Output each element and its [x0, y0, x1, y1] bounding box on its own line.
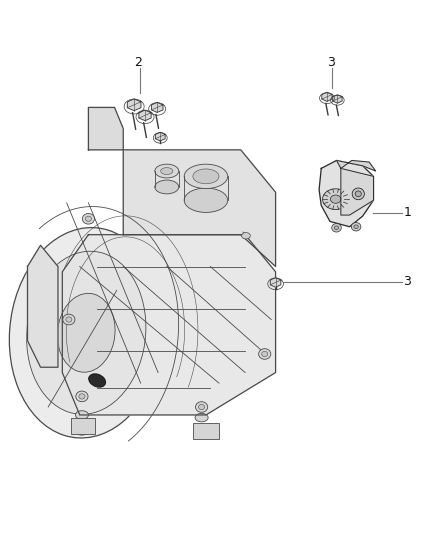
Bar	[71, 418, 95, 433]
Text: 1: 1	[403, 206, 411, 219]
Ellipse shape	[155, 180, 179, 194]
Polygon shape	[319, 160, 374, 227]
Ellipse shape	[354, 225, 358, 229]
Ellipse shape	[76, 391, 88, 402]
Polygon shape	[88, 108, 123, 150]
Ellipse shape	[184, 188, 228, 213]
Polygon shape	[62, 235, 276, 415]
Ellipse shape	[351, 222, 361, 231]
Ellipse shape	[332, 223, 341, 232]
Ellipse shape	[258, 349, 271, 359]
Text: 3: 3	[403, 274, 411, 287]
Ellipse shape	[85, 216, 92, 221]
Bar	[193, 423, 219, 439]
Ellipse shape	[198, 405, 205, 410]
Ellipse shape	[155, 164, 179, 178]
Polygon shape	[322, 92, 332, 101]
Ellipse shape	[322, 189, 349, 209]
Polygon shape	[333, 95, 342, 103]
Ellipse shape	[330, 195, 341, 203]
Ellipse shape	[242, 232, 251, 239]
Ellipse shape	[195, 429, 208, 438]
Ellipse shape	[57, 293, 115, 372]
Ellipse shape	[75, 411, 88, 419]
Ellipse shape	[193, 169, 219, 184]
Text: 2: 2	[134, 55, 142, 69]
Ellipse shape	[27, 251, 146, 414]
Ellipse shape	[352, 188, 364, 200]
Ellipse shape	[88, 374, 106, 387]
Ellipse shape	[184, 164, 228, 189]
Ellipse shape	[355, 191, 361, 197]
Polygon shape	[139, 110, 151, 120]
Polygon shape	[155, 132, 165, 141]
Polygon shape	[341, 168, 374, 215]
Ellipse shape	[161, 167, 173, 174]
Polygon shape	[28, 245, 58, 367]
Ellipse shape	[66, 317, 72, 322]
Polygon shape	[270, 278, 281, 287]
Ellipse shape	[79, 394, 85, 399]
Ellipse shape	[82, 214, 95, 224]
Text: 3: 3	[327, 55, 335, 69]
Ellipse shape	[9, 228, 163, 438]
Polygon shape	[336, 160, 376, 171]
Ellipse shape	[195, 402, 208, 413]
Polygon shape	[123, 150, 276, 266]
Ellipse shape	[334, 226, 339, 230]
Ellipse shape	[195, 414, 208, 422]
Ellipse shape	[63, 314, 75, 325]
Ellipse shape	[75, 426, 88, 435]
Polygon shape	[152, 102, 163, 112]
Polygon shape	[127, 99, 141, 111]
Ellipse shape	[261, 351, 268, 357]
